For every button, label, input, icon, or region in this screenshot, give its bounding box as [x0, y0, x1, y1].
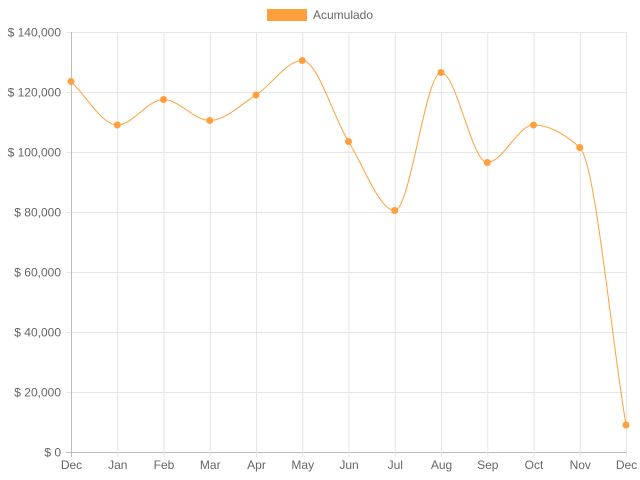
- data-point: [113, 121, 121, 129]
- y-tick-label: $ 140,000: [8, 26, 62, 40]
- x-tick-label: Jun: [339, 458, 358, 472]
- x-tick-label: Jan: [108, 458, 127, 472]
- x-tick-label: Sep: [477, 458, 499, 472]
- data-point: [576, 144, 584, 151]
- x-tick-label: Dec: [616, 458, 637, 472]
- data-point: [437, 69, 445, 76]
- data-point: [160, 96, 167, 103]
- x-tick-label: May: [291, 458, 314, 472]
- data-point: [206, 117, 214, 124]
- data-point: [345, 138, 352, 145]
- data-point: [298, 57, 306, 64]
- data-point: [622, 421, 630, 429]
- x-tick-label: Mar: [200, 458, 221, 472]
- y-tick-label: $ 80,000: [14, 206, 61, 220]
- legend-swatch: [266, 9, 307, 21]
- data-point: [252, 91, 260, 99]
- x-tick-label: Feb: [154, 458, 175, 472]
- data-point: [67, 78, 75, 85]
- y-tick-label: $ 120,000: [8, 86, 62, 100]
- x-tick-label: Jul: [388, 458, 403, 472]
- x-tick-label: Oct: [525, 458, 544, 472]
- data-point: [391, 207, 399, 214]
- y-tick-label: $ 20,000: [14, 386, 61, 400]
- x-tick-label: Apr: [247, 458, 266, 472]
- y-tick-label: $ 60,000: [14, 266, 61, 280]
- y-tick-label: $ 40,000: [14, 326, 61, 340]
- data-point: [483, 159, 491, 166]
- series-line: [70, 59, 627, 426]
- chart-legend[interactable]: Acumulado: [0, 8, 640, 22]
- data-point: [530, 121, 537, 129]
- x-tick-label: Nov: [570, 458, 591, 472]
- legend-label: Acumulado: [312, 8, 374, 22]
- y-tick-label: $ 100,000: [8, 146, 62, 160]
- x-tick-label: Dec: [61, 458, 82, 472]
- x-tick-label: Aug: [431, 458, 452, 472]
- y-tick-label: $ 0: [44, 446, 61, 460]
